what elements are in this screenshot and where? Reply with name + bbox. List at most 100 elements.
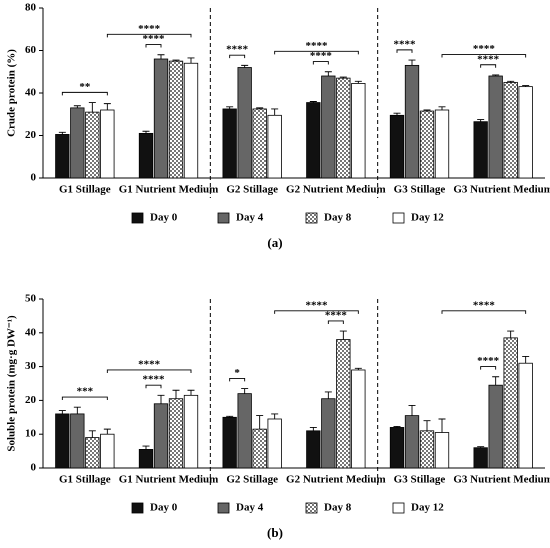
panel-label: (b) [267, 525, 283, 540]
bar [168, 398, 184, 469]
error-bar [88, 430, 96, 438]
error-bar [522, 356, 530, 364]
bar [473, 121, 488, 179]
legend-swatch [217, 212, 230, 224]
error-bar [309, 101, 317, 103]
significance-label: **** [394, 38, 417, 50]
error-bar [172, 59, 180, 62]
significance-label: *** [77, 386, 94, 398]
y-tick-label: 20 [25, 394, 37, 406]
bar [70, 107, 85, 179]
bar [473, 447, 488, 469]
error-bar [309, 426, 317, 431]
bar [518, 86, 533, 179]
error-bar [354, 367, 362, 370]
significance-label: **** [306, 299, 329, 311]
legend-swatch [392, 502, 405, 514]
error-bar [271, 108, 279, 116]
significance-bracket [61, 91, 108, 96]
significance-label: **** [473, 43, 496, 55]
legend-label: Day 8 [324, 502, 352, 514]
error-bar [438, 106, 446, 110]
legend-label: Day 4 [236, 502, 264, 514]
error-bar [157, 54, 165, 59]
bar [70, 413, 85, 469]
bar [503, 81, 518, 179]
bar [321, 398, 336, 469]
significance-label: **** [306, 40, 329, 52]
error-bar [73, 105, 81, 108]
significance-bracket [61, 396, 108, 401]
significance-label: **** [143, 33, 166, 45]
bar [237, 67, 252, 179]
x-tick-label: G3 Stillage [394, 474, 446, 486]
bar [351, 83, 366, 179]
x-tick-label: G1 Stillage [59, 474, 111, 486]
significance-bracket [312, 61, 329, 65]
y-tick-label: 60 [25, 44, 37, 56]
bar [321, 75, 336, 179]
y-tick-label: 10 [25, 428, 37, 440]
bar [306, 102, 321, 179]
significance-bracket [106, 33, 192, 38]
bar [419, 110, 435, 179]
legend-swatch [392, 212, 405, 224]
error-bar [58, 410, 66, 414]
legend-swatch [217, 502, 230, 514]
error-bar [507, 80, 515, 83]
error-bar [103, 428, 111, 435]
x-tick-label: G3 Nutrient Medium [453, 474, 550, 486]
significance-label: * [234, 367, 240, 379]
significance-label: **** [310, 50, 333, 62]
legend-swatch [131, 212, 144, 224]
error-bar [507, 330, 515, 338]
significance-bracket [145, 384, 162, 389]
error-bar [354, 80, 362, 84]
bar [183, 394, 199, 469]
error-bar [339, 76, 347, 79]
error-bar [142, 445, 150, 450]
error-bar [408, 59, 416, 66]
x-tick-label: G2 Stillage [226, 474, 278, 486]
bar [434, 109, 450, 179]
error-bar [492, 74, 500, 76]
error-bar [492, 376, 500, 386]
error-bar [438, 418, 446, 433]
y-tick-label: 40 [25, 326, 37, 338]
legend-label: Day 0 [150, 502, 178, 514]
error-bar [423, 420, 431, 431]
significance-label: **** [477, 53, 500, 65]
x-tick-label: G1 Nutrient Medium [119, 474, 219, 486]
x-tick-label: G2 Stillage [226, 184, 278, 196]
bar [404, 64, 420, 179]
bar [237, 393, 252, 469]
bar [100, 109, 115, 179]
significance-label: **** [138, 23, 161, 35]
legend-label: Day 8 [324, 212, 352, 224]
y-axis-title: Crude protein (%) [6, 49, 18, 137]
bar [389, 114, 405, 179]
x-tick-label: G2 Nutrient Medium [286, 184, 386, 196]
error-bar [226, 415, 234, 418]
error-bar [477, 119, 485, 122]
bar [351, 369, 366, 469]
bar [252, 108, 267, 179]
y-tick-label: 20 [25, 129, 37, 141]
error-bar [256, 107, 264, 109]
legend-label: Day 12 [411, 212, 444, 224]
bar [267, 418, 282, 469]
significance-bracket [396, 49, 413, 53]
x-tick-label: G3 Nutrient Medium [453, 184, 550, 196]
significance-label: **** [226, 44, 249, 56]
error-bar [324, 391, 332, 399]
error-bar [157, 394, 165, 404]
error-bar [477, 446, 485, 448]
bar [153, 58, 169, 179]
y-tick-label: 0 [31, 462, 37, 474]
bar [404, 415, 420, 469]
y-tick-label: 80 [25, 2, 37, 14]
bar [306, 430, 321, 469]
bar [336, 339, 351, 469]
error-bar [522, 85, 530, 87]
legend-swatch [131, 502, 144, 514]
